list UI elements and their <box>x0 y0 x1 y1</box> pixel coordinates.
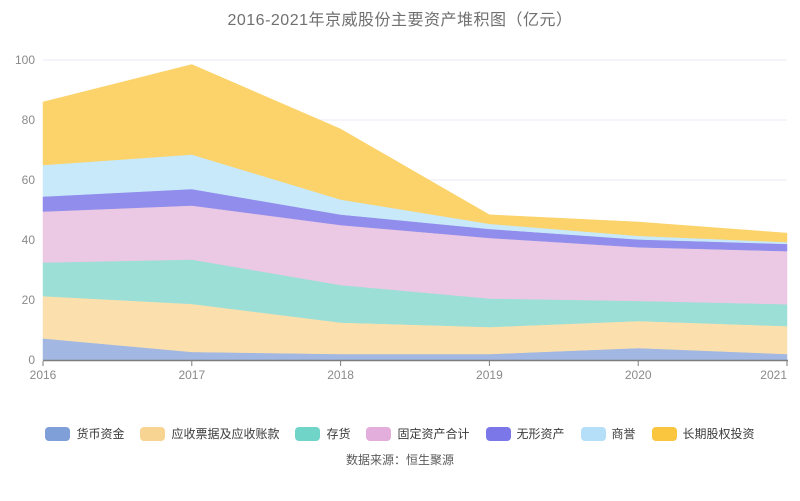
data-source: 数据来源：恒生聚源 <box>345 453 454 467</box>
x-axis-label: 2017 <box>178 368 205 382</box>
legend-item-应收票据及应收账款[interactable]: 应收票据及应收账款 <box>140 425 279 442</box>
y-axis-label: 20 <box>22 293 36 307</box>
legend-item-长期股权投资[interactable]: 长期股权投资 <box>651 425 755 442</box>
y-axis-label: 80 <box>22 113 36 127</box>
legend-swatch-icon <box>45 426 71 441</box>
legend-item-无形资产[interactable]: 无形资产 <box>485 425 565 442</box>
y-axis-label: 40 <box>22 233 36 247</box>
y-axis-label: 60 <box>22 173 36 187</box>
legend-swatch-icon <box>295 426 321 441</box>
stacked-area-chart: 2016 2017 2018 2019 2020 2021 0 20 40 60 80 100 <box>15 53 788 382</box>
y-axis-label: 100 <box>15 53 35 67</box>
legend-label: 长期股权投资 <box>682 427 755 441</box>
legend-swatch-icon <box>485 426 511 441</box>
legend-swatch-icon <box>366 426 392 441</box>
x-axis-label: 2021 <box>760 368 787 382</box>
x-axis-label: 2018 <box>327 368 354 382</box>
area-series-6-长期股权投资 <box>42 64 788 243</box>
x-axis-label: 2020 <box>625 368 652 382</box>
x-axis-label: 2019 <box>476 368 503 382</box>
legend-item-存货[interactable]: 存货 <box>295 425 350 442</box>
legend-label: 商誉 <box>611 427 636 441</box>
y-axis-label: 0 <box>28 353 35 367</box>
legend-label: 存货 <box>326 427 351 441</box>
legend-label: 无形资产 <box>516 427 565 441</box>
x-axis-label: 2016 <box>30 368 57 382</box>
legend-swatch-icon <box>580 426 606 441</box>
legend-swatch-icon <box>651 426 677 441</box>
chart-title: 2016-2021年京威股份主要资产堆积图（亿元） <box>227 12 573 29</box>
legend-item-商誉[interactable]: 商誉 <box>580 425 636 442</box>
legend: 货币资金 应收票据及应收账款 存货 固定资产合计 无形资产 商誉 长期股权投资 <box>0 425 800 442</box>
legend-label: 应收票据及应收账款 <box>171 427 280 441</box>
legend-label: 货币资金 <box>76 427 125 441</box>
legend-swatch-icon <box>140 426 166 441</box>
legend-label: 固定资产合计 <box>397 427 470 441</box>
legend-item-固定资产合计[interactable]: 固定资产合计 <box>366 425 470 442</box>
legend-item-货币资金[interactable]: 货币资金 <box>45 425 124 442</box>
